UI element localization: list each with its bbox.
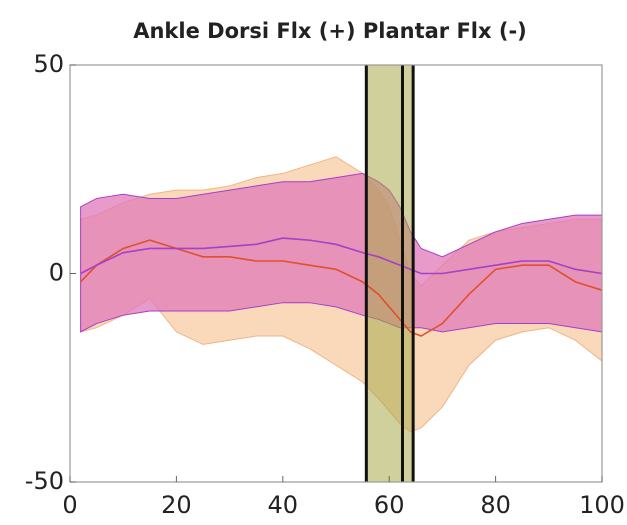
x-tick-label: 100 [579, 491, 625, 519]
x-tick-label: 20 [161, 491, 192, 519]
chart-title: Ankle Dorsi Flx (+) Plantar Flx (-) [133, 19, 527, 43]
mean-line [80, 239, 603, 337]
x-tick-label: 60 [374, 491, 405, 519]
y-tick-label: -50 [25, 467, 64, 495]
mean-line [80, 237, 603, 275]
x-tick-label: 80 [480, 491, 511, 519]
y-tick-label: 0 [49, 259, 64, 287]
x-tick-label: 40 [268, 491, 299, 519]
x-tick-label: 0 [62, 491, 77, 519]
event-span [366, 65, 414, 482]
y-tick-label: 50 [33, 50, 64, 78]
